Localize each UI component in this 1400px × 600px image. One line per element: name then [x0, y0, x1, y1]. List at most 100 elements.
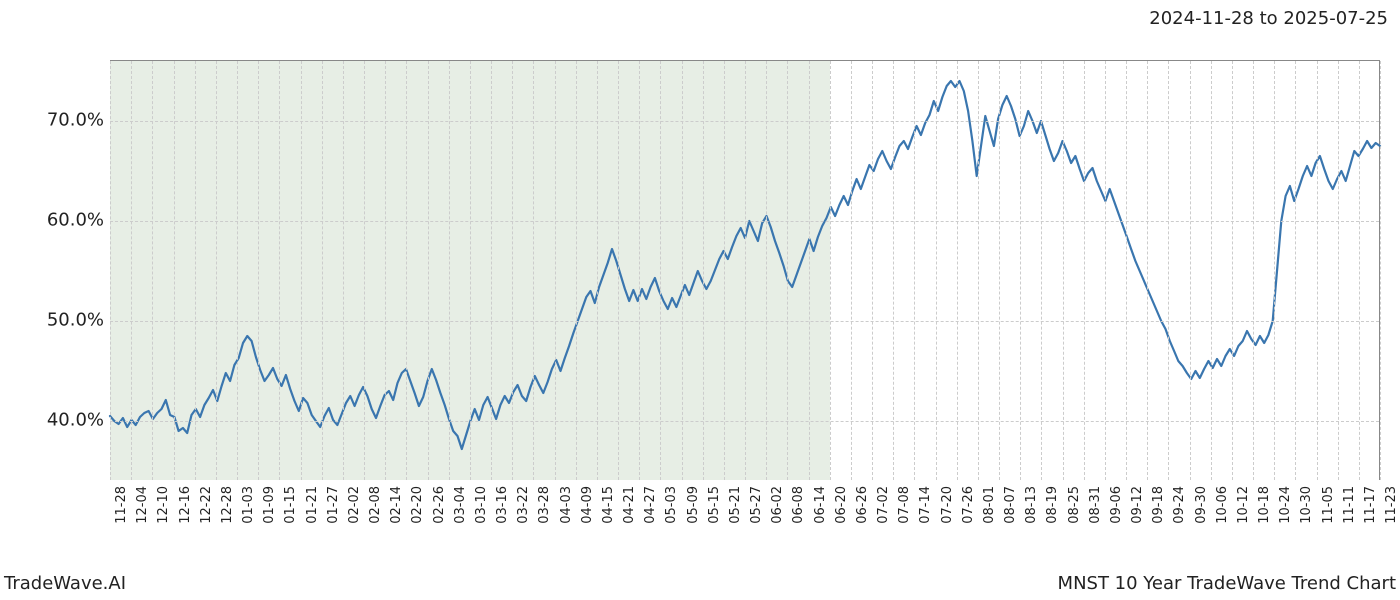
vgrid-line [787, 61, 788, 480]
vgrid-line [1317, 61, 1318, 480]
xtick-label: 08-19 [1045, 486, 1060, 524]
ytick-label: 50.0% [24, 310, 104, 331]
xtick-label: 07-02 [876, 486, 891, 524]
xtick-label: 01-15 [283, 486, 298, 524]
vgrid-line [682, 61, 683, 480]
vgrid-line [152, 61, 153, 480]
vgrid-line [1232, 61, 1233, 480]
xtick-label: 09-18 [1151, 486, 1166, 524]
xtick-label: 08-25 [1067, 486, 1082, 524]
xtick-label: 07-20 [940, 486, 955, 524]
xtick-label: 04-21 [622, 486, 637, 524]
vgrid-line [1274, 61, 1275, 480]
vgrid-line [576, 61, 577, 480]
xtick-label: 10-12 [1236, 486, 1251, 524]
xtick-label: 05-15 [707, 486, 722, 524]
vgrid-line [237, 61, 238, 480]
vgrid-line [703, 61, 704, 480]
vgrid-line [279, 61, 280, 480]
vgrid-line [385, 61, 386, 480]
xtick-label: 07-26 [961, 486, 976, 524]
xtick-label: 07-08 [897, 486, 912, 524]
xtick-label: 11-23 [1384, 486, 1399, 524]
xtick-label: 06-14 [813, 486, 828, 524]
vgrid-line [322, 61, 323, 480]
xtick-label: 11-17 [1363, 486, 1378, 524]
xtick-label: 03-22 [516, 486, 531, 524]
vgrid-line [1126, 61, 1127, 480]
xtick-label: 02-26 [432, 486, 447, 524]
xtick-label: 08-07 [1003, 486, 1018, 524]
footer-right-label: MNST 10 Year TradeWave Trend Chart [1058, 573, 1396, 594]
xtick-label: 02-14 [389, 486, 404, 524]
xtick-label: 02-02 [347, 486, 362, 524]
vgrid-line [428, 61, 429, 480]
xtick-label: 06-02 [770, 486, 785, 524]
xtick-label: 03-04 [453, 486, 468, 524]
xtick-label: 06-08 [791, 486, 806, 524]
xtick-label: 01-21 [305, 486, 320, 524]
vgrid-line [216, 61, 217, 480]
xtick-label: 10-30 [1299, 486, 1314, 524]
xtick-label: 07-14 [918, 486, 933, 524]
vgrid-line [745, 61, 746, 480]
xtick-label: 05-03 [664, 486, 679, 524]
xtick-label: 11-11 [1342, 486, 1357, 524]
vgrid-line [1190, 61, 1191, 480]
vgrid-line [809, 61, 810, 480]
vgrid-line [1338, 61, 1339, 480]
vgrid-line [618, 61, 619, 480]
xtick-label: 12-10 [156, 486, 171, 524]
xtick-label: 02-08 [368, 486, 383, 524]
vgrid-line [470, 61, 471, 480]
vgrid-line [258, 61, 259, 480]
xtick-label: 05-09 [686, 486, 701, 524]
vgrid-line [555, 61, 556, 480]
xtick-label: 09-12 [1130, 486, 1145, 524]
vgrid-line [597, 61, 598, 480]
xtick-label: 02-20 [410, 486, 425, 524]
vgrid-line [936, 61, 937, 480]
chart-container: 2024-11-28 to 2025-07-25 TradeWave.AI MN… [0, 0, 1400, 600]
vgrid-line [639, 61, 640, 480]
xtick-label: 04-15 [601, 486, 616, 524]
vgrid-line [893, 61, 894, 480]
xtick-label: 10-06 [1215, 486, 1230, 524]
xtick-label: 11-28 [114, 486, 129, 524]
xtick-label: 01-27 [326, 486, 341, 524]
xtick-label: 10-24 [1278, 486, 1293, 524]
xtick-label: 01-03 [241, 486, 256, 524]
xtick-label: 09-06 [1109, 486, 1124, 524]
vgrid-line [978, 61, 979, 480]
xtick-label: 09-24 [1172, 486, 1187, 524]
xtick-label: 04-09 [580, 486, 595, 524]
vgrid-line [1211, 61, 1212, 480]
vgrid-line [724, 61, 725, 480]
xtick-label: 09-30 [1194, 486, 1209, 524]
footer-left-label: TradeWave.AI [4, 573, 126, 594]
vgrid-line [406, 61, 407, 480]
xtick-label: 12-22 [199, 486, 214, 524]
vgrid-line [1105, 61, 1106, 480]
plot-area [110, 60, 1380, 480]
xtick-label: 03-16 [495, 486, 510, 524]
xtick-label: 12-16 [178, 486, 193, 524]
vgrid-line [131, 61, 132, 480]
vgrid-line [1147, 61, 1148, 480]
xtick-label: 05-21 [728, 486, 743, 524]
vgrid-line [364, 61, 365, 480]
vgrid-line [660, 61, 661, 480]
xtick-label: 03-28 [537, 486, 552, 524]
xtick-label: 05-27 [749, 486, 764, 524]
vgrid-line [914, 61, 915, 480]
vgrid-line [1359, 61, 1360, 480]
vgrid-line [1380, 61, 1381, 480]
xtick-label: 12-28 [220, 486, 235, 524]
vgrid-line [301, 61, 302, 480]
vgrid-line [1168, 61, 1169, 480]
vgrid-line [1084, 61, 1085, 480]
vgrid-line [1253, 61, 1254, 480]
vgrid-line [491, 61, 492, 480]
xtick-label: 03-10 [474, 486, 489, 524]
vgrid-line [999, 61, 1000, 480]
